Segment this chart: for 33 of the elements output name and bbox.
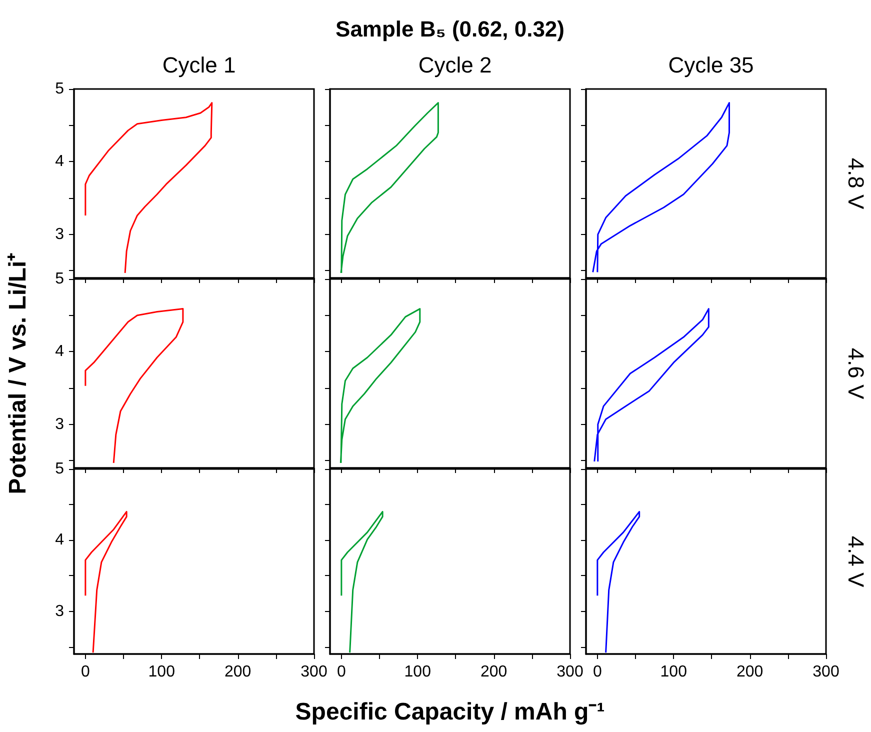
y-tick-label: 3 xyxy=(55,416,64,433)
x-tick-label: 100 xyxy=(660,664,688,680)
x-tick-label: 0 xyxy=(592,664,602,680)
y-tick-label: 5 xyxy=(55,80,64,98)
x-tick-label: 200 xyxy=(736,664,764,680)
text: 4.4 V xyxy=(844,536,868,588)
line-series xyxy=(84,510,128,654)
x-tick-label: 200 xyxy=(224,664,252,680)
line-series xyxy=(84,308,184,464)
y-tick-label: 4 xyxy=(55,532,64,549)
y-tick-label: 4 xyxy=(55,343,64,360)
chart-title: Cycle 35 xyxy=(668,52,754,78)
chart-title: Cycle 1 xyxy=(162,52,236,78)
x-tick-label: 0 xyxy=(336,664,346,680)
y-tick-label: 4 xyxy=(55,153,64,170)
x-tick-label: 300 xyxy=(556,664,584,680)
chart-title: Cycle 2 xyxy=(418,52,492,78)
y-tick-label: 5 xyxy=(55,460,64,478)
x-axis-title: Specific Capacity / mAh g⁻¹ xyxy=(295,698,605,726)
x-tick-label: 0 xyxy=(80,664,90,680)
y-tick-label: 3 xyxy=(55,602,64,620)
x-tick-label: 200 xyxy=(480,664,508,680)
y-axis-title: Potential / V vs. Li/Li⁺ xyxy=(4,252,32,494)
x-tick-label: 300 xyxy=(812,664,840,680)
text: 4.6 V xyxy=(844,348,868,400)
x-tick-label: 300 xyxy=(300,664,328,680)
x-tick-label: 100 xyxy=(404,664,432,680)
x-tick-label: 100 xyxy=(148,664,176,680)
line-series xyxy=(84,102,213,274)
text: Sample B₅ (0.62, 0.32) xyxy=(336,16,564,42)
y-tick-label: 5 xyxy=(55,270,64,288)
y-tick-label: 3 xyxy=(55,226,64,243)
text: 4.8 V xyxy=(844,158,868,210)
